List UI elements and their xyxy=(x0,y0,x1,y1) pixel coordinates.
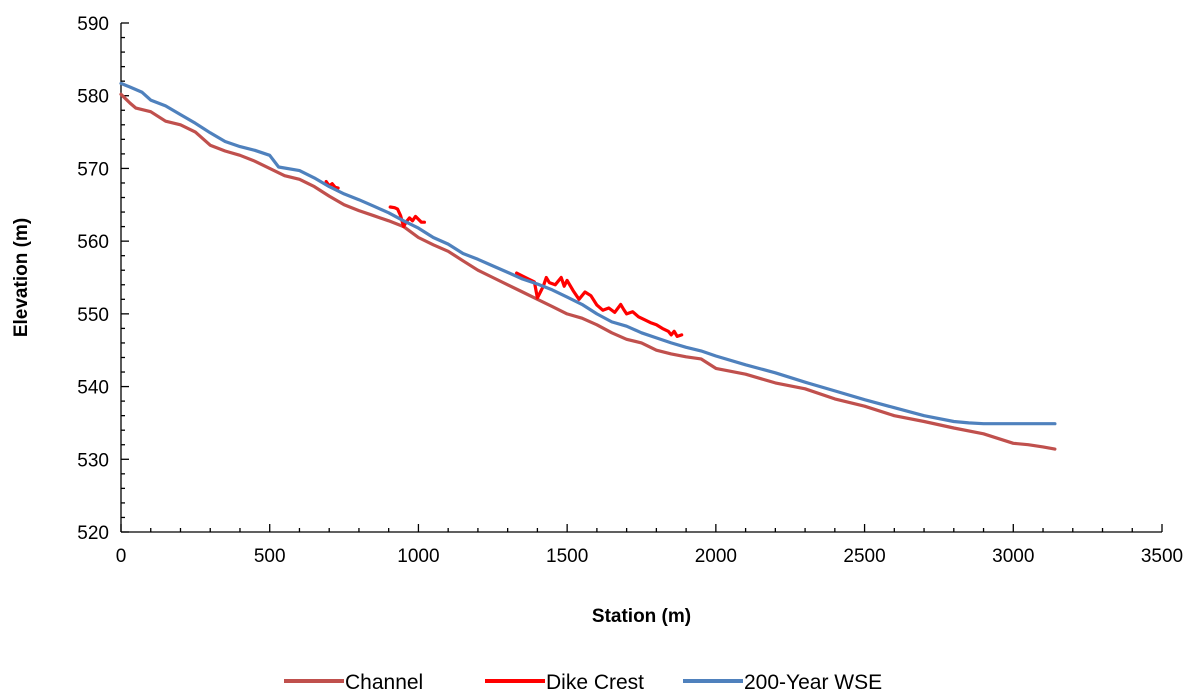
y-tick-label: 570 xyxy=(77,159,109,180)
x-tick-label: 1500 xyxy=(546,546,588,567)
x-tick-label: 1000 xyxy=(397,546,439,567)
y-axis-title: Elevation (m) xyxy=(11,218,32,337)
series-dike-crest-line xyxy=(388,205,426,229)
series-lines xyxy=(119,81,1057,451)
x-tick-label: 3000 xyxy=(992,546,1034,567)
y-tick-label: 590 xyxy=(77,14,109,35)
y-tick-label: 580 xyxy=(77,87,109,108)
y-tick-label: 560 xyxy=(77,232,109,253)
legend-item-dike-crest-label: Dike Crest xyxy=(546,671,644,694)
legend-item-channel-label: Channel xyxy=(345,671,423,694)
legend: Channel Dike Crest 200-Year WSE xyxy=(284,671,882,694)
x-axis-title: Station (m) xyxy=(592,606,691,627)
x-tick-label: 2000 xyxy=(695,546,737,567)
x-tick-label: 0 xyxy=(116,546,127,567)
y-tick-label: 530 xyxy=(77,450,109,471)
y-tick-label: 540 xyxy=(77,378,109,399)
series-dike-crest-line xyxy=(515,271,684,338)
y-tick-label: 520 xyxy=(77,523,109,544)
series-200-year-wse-line xyxy=(119,81,1057,426)
y-tick-label: 550 xyxy=(77,305,109,326)
x-tick-label: 2500 xyxy=(843,546,885,567)
axes: 0 500 1000 1500 2000 2500 3000 3500 520 530 540 550… xyxy=(77,14,1183,567)
x-tick-label: 3500 xyxy=(1141,546,1183,567)
series-channel-line xyxy=(119,92,1057,451)
x-tick-label: 500 xyxy=(254,546,286,567)
legend-item-200-year-wse-label: 200-Year WSE xyxy=(744,671,882,694)
